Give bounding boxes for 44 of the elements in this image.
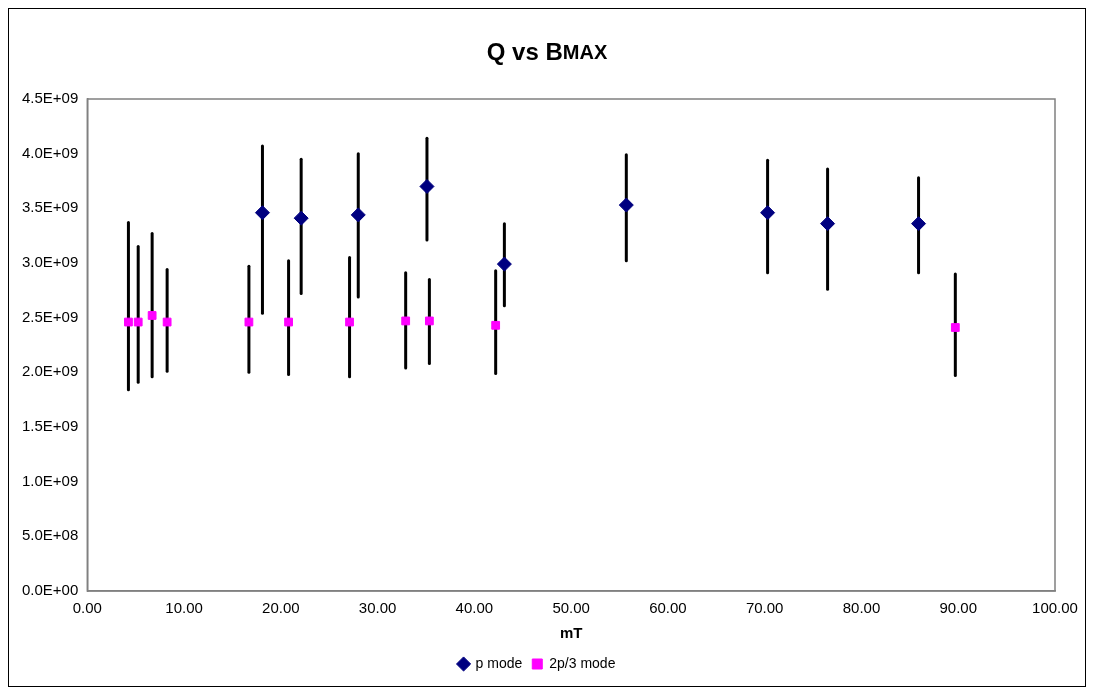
point: [820, 216, 836, 232]
y-tick-label: 4.5E+09: [21, 89, 79, 107]
point: [254, 205, 270, 221]
point: [345, 317, 354, 327]
x-tick-label: 80.00: [842, 599, 881, 617]
x-tick-label: 60.00: [649, 599, 687, 617]
y-tick-label: 0.0E+00: [21, 581, 79, 599]
y-tick-label: 3.5E+09: [21, 198, 79, 216]
x-tick-label: 70.00: [745, 599, 784, 617]
point: [950, 323, 960, 332]
x-tick-label: 0.00: [72, 599, 102, 617]
x-tick-label: 20.00: [262, 599, 300, 617]
point: [419, 178, 435, 194]
point: [133, 317, 143, 327]
legend-label: 2p/3 mode: [549, 654, 616, 671]
x-tick-label: 50.00: [552, 599, 590, 617]
y-tick-label: 2.5E+09: [21, 307, 79, 325]
x-axis-title: mT: [559, 624, 583, 642]
point: [424, 316, 434, 326]
x-tick-label: 10.00: [165, 599, 203, 617]
y-tick-label: 1.0E+09: [21, 471, 79, 489]
y-tick-label: 1.5E+09: [21, 417, 79, 435]
y-tick-label: 4.0E+09: [21, 143, 79, 161]
point: [911, 216, 927, 232]
point: [293, 210, 309, 226]
point: [350, 207, 366, 223]
y-tick-label: 5.0E+08: [21, 526, 79, 544]
legend-label: p mode: [475, 654, 523, 671]
point: [496, 256, 512, 272]
x-tick-label: 30.00: [358, 599, 397, 617]
point: [491, 320, 501, 330]
point: [284, 317, 293, 327]
point: [124, 317, 133, 327]
y-tick-label: 2.0E+09: [21, 362, 79, 380]
x-tick-label: 90.00: [939, 599, 977, 617]
point: [244, 317, 254, 327]
x-tick-label: 40.00: [455, 599, 494, 617]
point: [147, 311, 157, 320]
x-tick-label: 100.00: [1032, 599, 1078, 617]
y-tick-label: 3.0E+09: [21, 253, 79, 271]
point: [162, 317, 172, 327]
point: [401, 316, 411, 326]
point: [618, 197, 634, 213]
point: [760, 205, 776, 221]
